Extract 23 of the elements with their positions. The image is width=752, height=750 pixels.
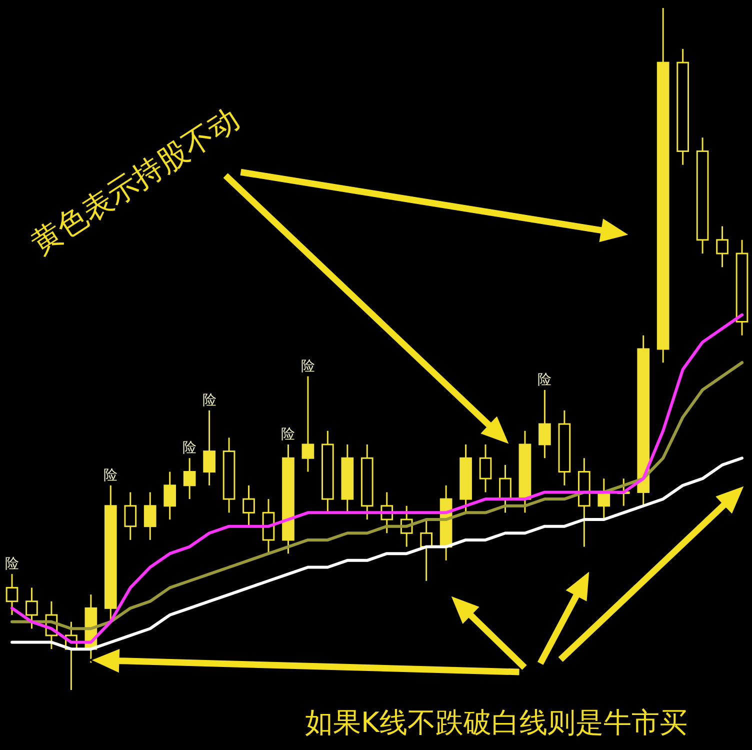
annotation: 险	[202, 392, 216, 408]
annotation: 险	[182, 440, 197, 456]
annotation: 险	[104, 467, 118, 484]
annotation: 险	[281, 426, 296, 442]
candlestick	[203, 410, 216, 486]
candlestick	[164, 471, 176, 520]
candlestick	[124, 491, 137, 541]
candlestick	[183, 457, 196, 500]
candlestick	[144, 491, 156, 541]
candlestick	[499, 464, 512, 514]
text: 如果K线不跌破白线则是牛市买	[305, 706, 688, 739]
candlestick	[716, 225, 728, 268]
candlestick	[538, 389, 551, 459]
candlestick	[420, 518, 432, 582]
candlestick	[6, 573, 18, 616]
annotation: 险	[5, 556, 19, 572]
candlestick	[479, 444, 492, 493]
annotation: 险	[300, 358, 315, 374]
candlestick	[302, 376, 314, 473]
candlestick	[26, 586, 38, 630]
annotation: 险	[538, 372, 552, 388]
annotation: 黄色表示持股不动	[25, 102, 246, 262]
candlestick	[242, 484, 255, 528]
